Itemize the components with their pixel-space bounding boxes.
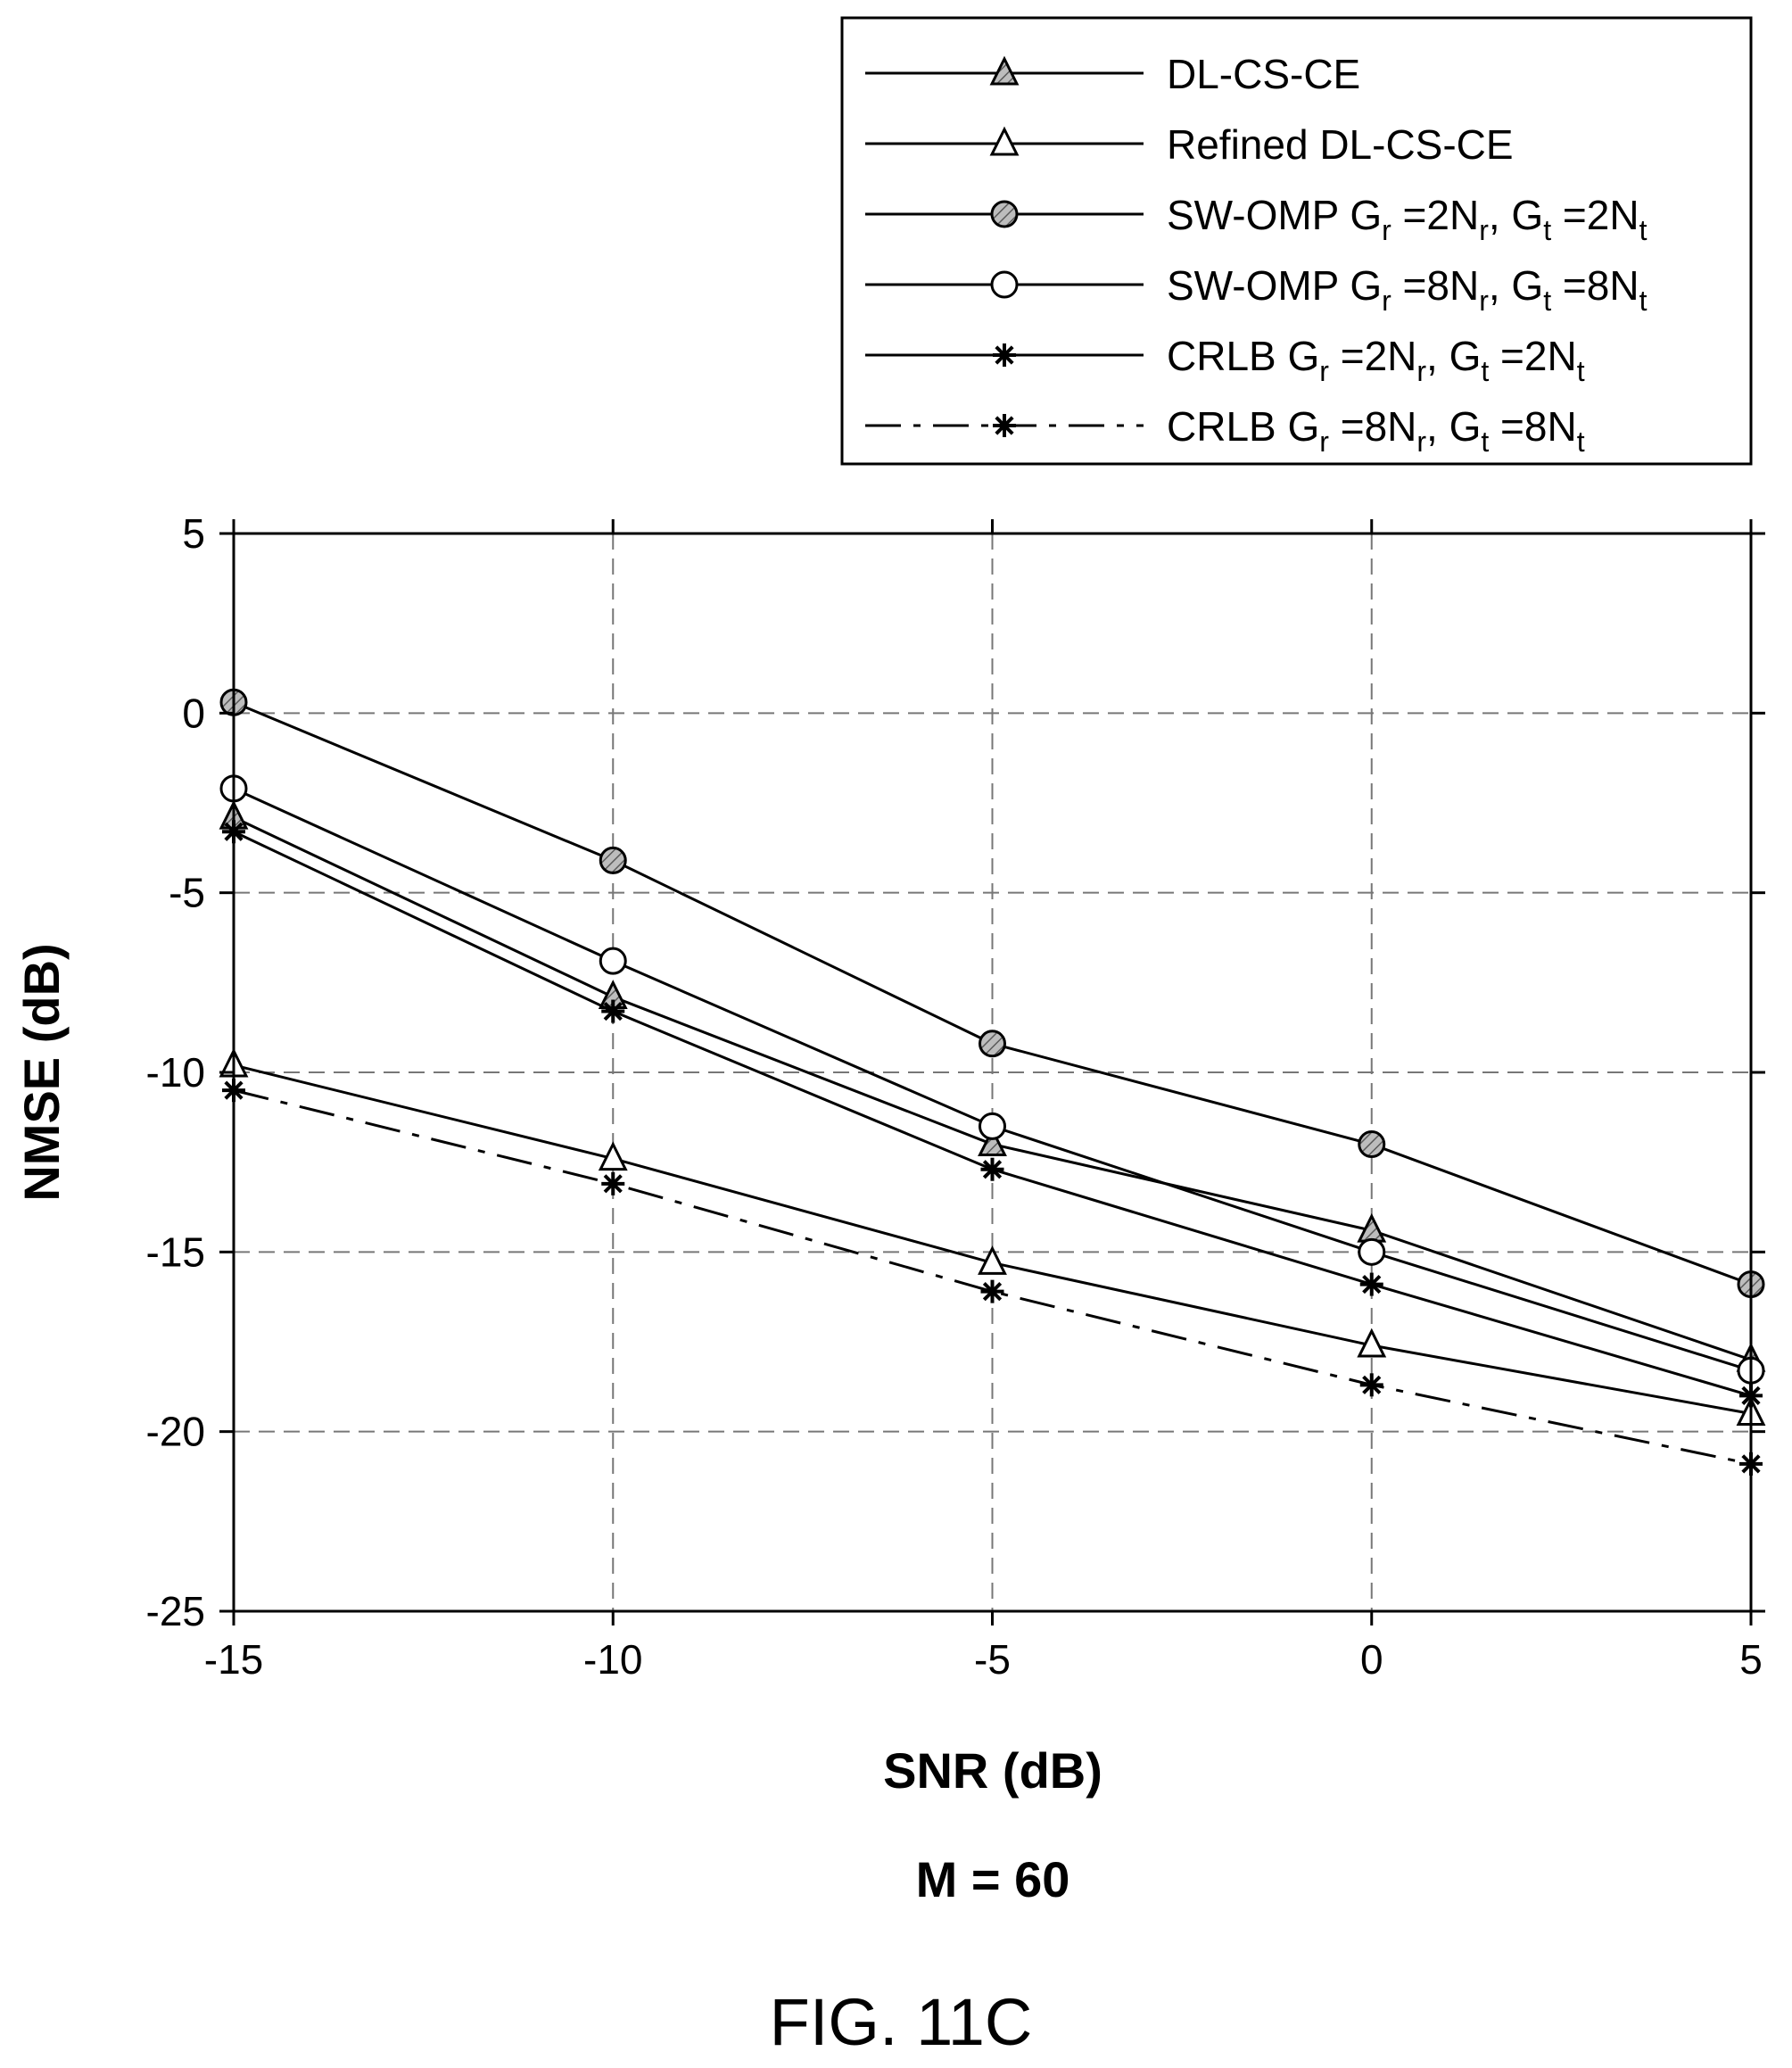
y-tick-label: -25 [146,1588,205,1634]
y-tick-label: -5 [169,870,205,916]
legend: DL-CS-CE Refined DL-CS-CE SW-OMP Gr =2Nr, … [840,16,1753,466]
figure-label: FIG. 11C [770,1985,1033,2059]
data-point [980,1157,1004,1181]
legend-label: CRLB Gr =8Nr, Gt =8Nt [1167,403,1585,458]
legend-marker [989,126,1020,156]
series-layer [219,688,1766,1476]
data-point [979,1030,1006,1058]
data-point [1359,1272,1383,1296]
data-point [601,999,625,1023]
x-tick-label: -10 [583,1636,642,1683]
chart-subtitle: M = 60 [916,1851,1070,1907]
x-tick-label: -15 [204,1636,263,1683]
x-tick-label: 0 [1360,1636,1383,1683]
data-point [599,947,627,975]
legend-item: SW-OMP Gr =2Nr, Gt =2Nt [865,192,1647,246]
data-point [1358,1130,1386,1159]
legend-marker [989,55,1020,86]
axis-ticks: -15 -10 -5 0 5 5 0 -5 -10 -15 -20 -25 [146,510,1765,1683]
x-tick-label: -5 [974,1636,1011,1683]
y-tick-label: 5 [182,510,205,557]
data-point [599,846,627,874]
series-3 [219,688,1765,1299]
data-point [598,1141,628,1171]
x-tick-label: 5 [1739,1636,1763,1683]
legend-marker [990,200,1019,228]
legend-label: Refined DL-CS-CE [1167,121,1514,168]
y-tick-label: 0 [182,690,205,736]
legend-item: Refined DL-CS-CE [865,121,1514,168]
y-tick-label: -20 [146,1409,205,1455]
data-point [601,1171,625,1195]
legend-item: DL-CS-CE [865,51,1360,97]
series-line [233,1088,1752,1466]
legend-marker [993,343,1016,367]
data-point [980,1279,1004,1303]
x-axis-title: SNR (dB) [883,1742,1102,1799]
data-point [978,1127,1007,1157]
series-4 [219,774,1765,1385]
legend-label: CRLB Gr =2Nr, Gt =2Nt [1167,333,1585,387]
data-point [978,1245,1007,1275]
legend-label: SW-OMP Gr =2Nr, Gt =2Nt [1167,192,1647,246]
legend-label: SW-OMP Gr =8Nr, Gt =8Nt [1167,262,1647,317]
y-tick-label: -10 [146,1049,205,1096]
legend-marker [993,414,1016,437]
legend-box [840,16,1753,466]
legend-item: CRLB Gr =8Nr, Gt =8Nt [865,403,1585,458]
y-axis-title: NMSE (dB) [13,943,70,1201]
grid [234,534,1751,1611]
series-6 [222,1079,1763,1476]
data-point [979,1112,1006,1140]
legend-marker [990,270,1019,299]
data-point [1357,1328,1387,1358]
legend-item: SW-OMP Gr =8Nr, Gt =8Nt [865,262,1647,317]
legend-item: CRLB Gr =2Nr, Gt =2Nt [865,333,1585,387]
data-point [1358,1237,1386,1266]
data-point [1359,1373,1383,1397]
series-5 [222,820,1763,1408]
legend-label: DL-CS-CE [1167,51,1360,97]
y-tick-label: -15 [146,1228,205,1275]
series-2 [219,1047,1766,1427]
